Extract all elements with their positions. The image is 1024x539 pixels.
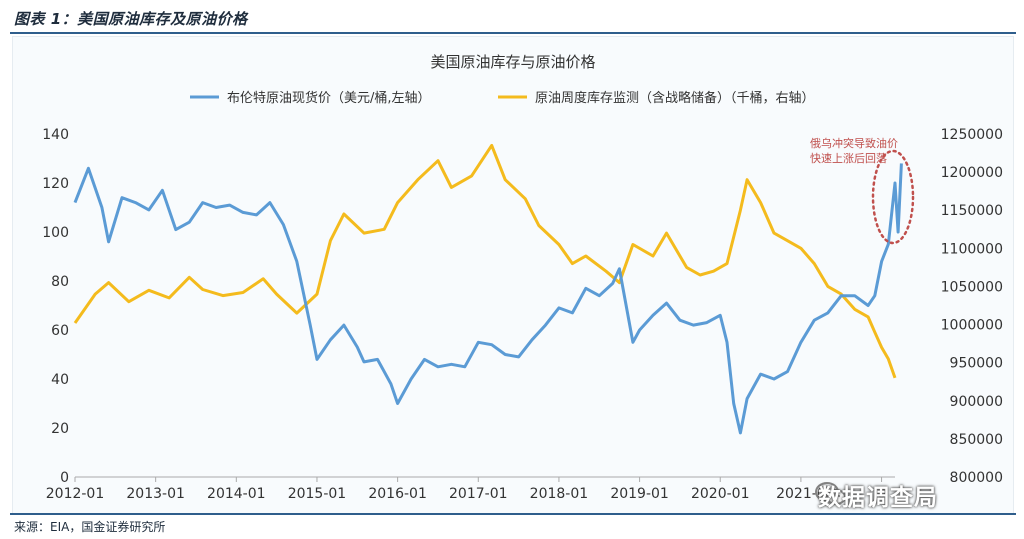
right-y-tick-label: 850000: [950, 432, 1003, 448]
left-y-tick-label: 140: [42, 127, 69, 143]
right-y-tick-label: 800000: [950, 470, 1003, 486]
x-tick-label: 0: [877, 486, 886, 502]
x-tick-label: 2017-01: [449, 486, 508, 502]
left-y-tick-label: 100: [42, 225, 69, 241]
series-line-inventory: [73, 143, 897, 379]
x-tick-label: 2016-01: [368, 486, 427, 502]
x-axis: 2012-01 2013-01 2014-01 2015-01 2016-01 2017-…: [46, 476, 895, 502]
x-tick-label: 2021-0: [776, 486, 826, 502]
figure-header: 图表 1：美国原油库存及原油价格: [0, 0, 1024, 34]
chart-title: 美国原油库存与原油价格: [430, 53, 595, 71]
watermark-text: 数据调查局: [818, 485, 938, 511]
chart-panel: 美国原油库存与原油价格 布伦特原油现货价（美元/桶,左轴） 原油周度库存监测（含…: [12, 36, 1014, 515]
x-tick-label: 2018-01: [530, 486, 589, 502]
x-tick-label: 2014-01: [207, 486, 266, 502]
right-y-axis: 800000 850000 900000 950000 1000000 1050000 11…: [941, 127, 1003, 486]
right-y-tick-label: 1150000: [941, 203, 1003, 219]
legend-label-brent: 布伦特原油现货价（美元/桶,左轴）: [227, 90, 431, 106]
x-tick-label: 2015-01: [288, 486, 347, 502]
x-tick-label: 2013-01: [126, 486, 185, 502]
left-y-tick-label: 0: [60, 470, 69, 486]
x-tick-label: 2012-01: [46, 486, 105, 502]
left-y-tick-label: 60: [51, 323, 69, 339]
left-y-tick-label: 20: [51, 421, 69, 437]
footer-divider: [10, 513, 1016, 515]
left-y-tick-label: 80: [51, 274, 69, 290]
annotation-ellipse: [871, 149, 915, 245]
right-y-tick-label: 900000: [950, 394, 1003, 410]
annotation-line-1: 俄乌冲突导致油价: [810, 136, 898, 150]
legend-label-inventory: 原油周度库存监测（含战略储备）（千桶，右轴）: [535, 90, 815, 106]
figure-title: 图表 1：美国原油库存及原油价格: [14, 10, 248, 28]
annotation: 俄乌冲突导致油价 快速上涨后回落: [810, 136, 915, 245]
right-y-tick-label: 950000: [950, 356, 1003, 372]
legend: 布伦特原油现货价（美元/桶,左轴） 原油周度库存监测（含战略储备）（千桶，右轴）: [190, 90, 815, 106]
right-y-tick-label: 1100000: [941, 241, 1003, 257]
x-tick-label: 2020-01: [691, 486, 750, 502]
figure-footer: 来源：EIA，国金证券研究所: [0, 513, 1024, 539]
wechat-icon: [815, 482, 846, 505]
series-line-brent: [73, 163, 903, 435]
header-divider: [10, 32, 1016, 34]
right-y-tick-label: 1200000: [941, 165, 1003, 181]
series-layer: [73, 143, 903, 435]
annotation-line-2: 快速上涨后回落: [810, 152, 887, 165]
right-y-tick-label: 1050000: [941, 279, 1003, 295]
left-y-axis: 0 20 40 60 80 100 120 140: [42, 127, 69, 486]
x-tick-label: 2019-01: [610, 486, 669, 502]
right-y-tick-label: 1000000: [941, 318, 1003, 334]
left-y-tick-label: 120: [42, 176, 69, 192]
chart-canvas: 美国原油库存与原油价格 布伦特原油现货价（美元/桶,左轴） 原油周度库存监测（含…: [42, 53, 1003, 502]
left-y-tick-label: 40: [51, 372, 69, 388]
source-note: 来源：EIA，国金证券研究所: [14, 520, 166, 534]
right-y-tick-label: 1250000: [941, 127, 1003, 143]
